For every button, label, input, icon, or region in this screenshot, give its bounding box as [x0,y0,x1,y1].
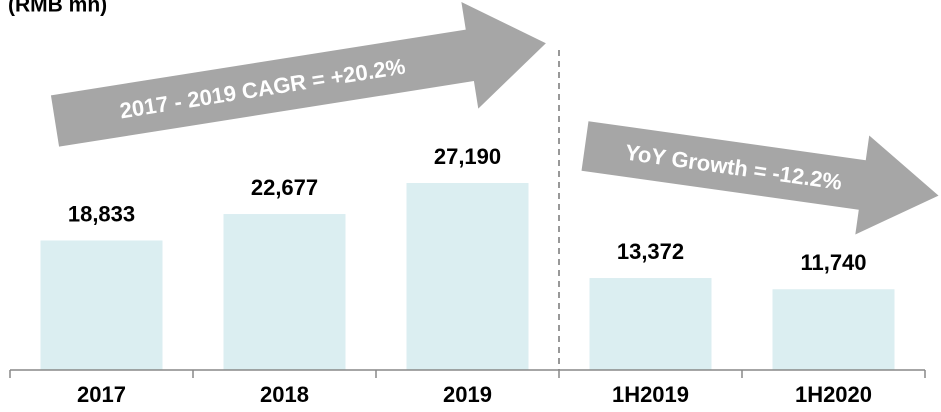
value-label: 11,740 [800,250,866,275]
arrow-shape [50,1,546,147]
bar [772,289,895,370]
bar [406,183,529,370]
value-label: 22,677 [251,175,318,200]
x-tick-label: 2019 [443,382,492,407]
value-label: 27,190 [434,144,501,169]
arrow-shape [581,121,939,235]
bar [223,214,346,370]
chart-title: (RMB mn) [8,0,107,17]
value-label: 13,372 [617,239,684,264]
x-tick-label: 2017 [77,382,126,407]
bar [40,240,163,370]
bar [589,278,712,370]
value-label: 18,833 [68,201,135,226]
x-tick-label: 1H2019 [612,382,689,407]
x-tick-label: 2018 [260,382,309,407]
yoy-arrow: YoY Growth = -12.2% [581,121,939,235]
x-tick-label: 1H2020 [795,382,872,407]
